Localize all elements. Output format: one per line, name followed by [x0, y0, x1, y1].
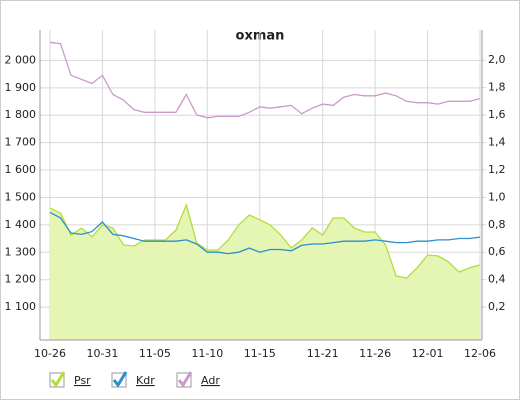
- y-tick-label: 1 500: [5, 190, 37, 203]
- x-tick-label: 11-05: [139, 347, 171, 360]
- y2-tick-label: 1,4: [488, 135, 506, 148]
- y2-tick-label: 0,4: [488, 273, 506, 286]
- legend-item[interactable]: Psr: [49, 371, 91, 388]
- x-tick-label: 11-26: [359, 347, 391, 360]
- y-tick-label: 1 100: [5, 300, 37, 313]
- y2-tick-label: 0,6: [488, 245, 506, 258]
- x-tick-label: 12-06: [464, 347, 496, 360]
- x-tick-label: 10-31: [86, 347, 118, 360]
- y-tick-label: 2 000: [5, 53, 37, 66]
- legend-label[interactable]: Adr: [201, 374, 220, 387]
- y2-tick-label: 0,2: [488, 300, 506, 313]
- y2-tick-label: 1,6: [488, 108, 506, 121]
- x-tick-label: 11-10: [191, 347, 223, 360]
- legend-item[interactable]: Kdr: [111, 371, 155, 388]
- legend-label[interactable]: Psr: [74, 374, 91, 387]
- y-tick-label: 1 600: [5, 163, 37, 176]
- x-tick-label: 11-15: [244, 347, 276, 360]
- line: [49, 211, 481, 255]
- x-tick-label: 10-26: [34, 347, 66, 360]
- y2-tick-label: 1,0: [488, 190, 506, 203]
- y-tick-label: 1 400: [5, 218, 37, 231]
- y-tick-label: 1 700: [5, 136, 37, 149]
- y-tick-label: 1 900: [5, 81, 37, 94]
- line: [49, 202, 481, 279]
- legend-check[interactable]: [112, 371, 128, 388]
- y2-tick-label: 1,8: [488, 81, 506, 94]
- y2-tick-label: 1,2: [488, 163, 506, 176]
- x-tick-label: 12-01: [412, 347, 444, 360]
- y-tick-label: 1 300: [5, 245, 37, 258]
- area: [50, 204, 480, 340]
- y-tick-label: 1 800: [5, 108, 37, 121]
- y2-tick-label: 0,8: [488, 218, 506, 231]
- legend-item[interactable]: Adr: [176, 371, 220, 388]
- legend-label[interactable]: Kdr: [136, 374, 155, 387]
- legend-check[interactable]: [177, 371, 193, 388]
- y2-tick-label: 2,0: [488, 53, 506, 66]
- line: [49, 41, 481, 119]
- y-tick-label: 1 200: [5, 273, 37, 286]
- legend-check[interactable]: [50, 371, 66, 388]
- x-tick-label: 11-21: [307, 347, 339, 360]
